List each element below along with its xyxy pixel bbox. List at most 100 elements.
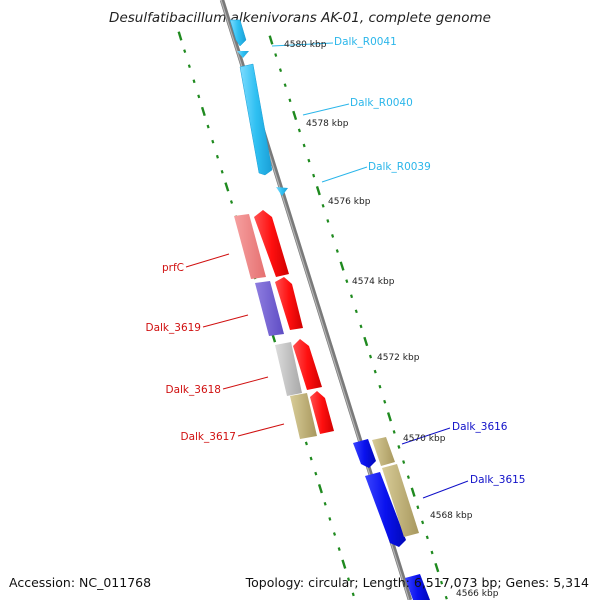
tick-mark bbox=[373, 369, 377, 374]
gene-dalk-r0041b[interactable] bbox=[237, 51, 249, 58]
tick-mark bbox=[368, 354, 373, 359]
kbp-scale: 4580 kbp 4578 kbp 4576 kbp 4574 kbp 4572… bbox=[284, 40, 499, 599]
tick-mark bbox=[386, 412, 392, 422]
tick-mark bbox=[183, 49, 187, 53]
leader-dalk-3618 bbox=[222, 376, 269, 390]
gene-dalk-3616[interactable] bbox=[353, 439, 376, 468]
label-prfc[interactable]: prfC bbox=[162, 262, 184, 274]
kbp-label: 4580 kbp bbox=[284, 40, 327, 50]
tick-mark bbox=[383, 399, 387, 404]
label-dalk-r0041[interactable]: Dalk_R0041 bbox=[334, 36, 397, 48]
label-dalk-3615[interactable]: Dalk_3615 bbox=[470, 474, 526, 486]
gene-dalk-r0041[interactable] bbox=[229, 19, 247, 47]
tick-mark bbox=[206, 124, 210, 129]
leader-dalk-3619 bbox=[202, 314, 249, 328]
tick-mark bbox=[197, 94, 201, 99]
tick-mark bbox=[278, 68, 283, 73]
tick-mark bbox=[177, 31, 183, 41]
tick-mark bbox=[200, 106, 206, 117]
tick-mark bbox=[332, 532, 337, 536]
genome-summary-text: Topology: circular; Length: 6,517,073 bp… bbox=[245, 575, 589, 590]
gene-dalk-3618-inner[interactable] bbox=[275, 342, 302, 396]
gene-dalk-3617-inner[interactable] bbox=[290, 393, 317, 439]
tick-mark bbox=[283, 83, 287, 88]
tick-mark bbox=[359, 324, 363, 329]
tick-mark bbox=[312, 173, 316, 178]
right-strand-features bbox=[372, 437, 419, 537]
tick-mark bbox=[317, 484, 323, 494]
kbp-label: 4566 kbp bbox=[456, 589, 499, 599]
rna-features bbox=[229, 19, 288, 196]
tick-mark bbox=[397, 445, 401, 449]
tick-mark bbox=[444, 595, 448, 600]
tick-mark bbox=[378, 384, 382, 389]
tick-mark bbox=[304, 441, 308, 446]
tick-mark bbox=[402, 460, 406, 464]
tick-mark bbox=[363, 336, 369, 347]
blue-strand-features bbox=[353, 439, 430, 600]
leader-dalk-3616 bbox=[401, 427, 451, 445]
left-strand-features bbox=[234, 214, 317, 439]
tick-mark bbox=[339, 261, 345, 271]
gene-prfc-inner[interactable] bbox=[234, 214, 266, 279]
gene-dalk-3615[interactable] bbox=[365, 472, 406, 547]
map-title: Desulfatibacillum alkenivorans AK-01, co… bbox=[109, 10, 491, 26]
tick-mark bbox=[354, 309, 358, 314]
leader-dalk-r0039 bbox=[321, 166, 368, 183]
tick-mark bbox=[323, 501, 327, 506]
tick-mark bbox=[288, 98, 292, 103]
tick-mark bbox=[297, 128, 301, 133]
gene-dalk-3619-inner[interactable] bbox=[255, 281, 284, 336]
tick-mark bbox=[421, 520, 425, 525]
tick-mark bbox=[406, 475, 410, 479]
kbp-label: 4568 kbp bbox=[430, 511, 473, 521]
gene-dalk-r0039[interactable] bbox=[276, 187, 288, 196]
label-dalk-3618[interactable]: Dalk_3618 bbox=[166, 384, 222, 396]
tick-mark bbox=[335, 249, 339, 253]
red-strand-features bbox=[254, 210, 334, 434]
tick-mark bbox=[292, 110, 298, 121]
gene-dalk-3614[interactable] bbox=[405, 574, 430, 600]
label-dalk-r0040[interactable]: Dalk_R0040 bbox=[350, 97, 413, 109]
leader-dalk-3617 bbox=[237, 423, 285, 437]
tick-track-right bbox=[268, 35, 448, 600]
tick-mark bbox=[307, 158, 311, 163]
gene-dalk-3615-outer[interactable] bbox=[382, 464, 419, 537]
tick-mark bbox=[351, 592, 355, 597]
gene-prfc[interactable] bbox=[254, 210, 289, 277]
tick-mark bbox=[434, 562, 440, 573]
leader-dalk-r0040 bbox=[302, 103, 350, 116]
label-dalk-3619[interactable]: Dalk_3619 bbox=[146, 322, 202, 334]
tick-mark bbox=[425, 535, 429, 540]
gene-dalk-r0040[interactable] bbox=[239, 63, 273, 176]
tick-mark bbox=[315, 186, 321, 196]
gene-dalk-3619[interactable] bbox=[275, 277, 303, 330]
tick-mark bbox=[215, 154, 219, 159]
tick-mark bbox=[192, 79, 196, 84]
gene-dalk-3618[interactable] bbox=[293, 339, 322, 390]
tick-mark bbox=[416, 505, 420, 510]
label-dalk-r0039[interactable]: Dalk_R0039 bbox=[368, 161, 431, 173]
tick-mark bbox=[229, 200, 234, 204]
tick-mark bbox=[341, 559, 347, 569]
tick-mark bbox=[302, 143, 306, 148]
kbp-label: 4574 kbp bbox=[352, 277, 395, 287]
accession-text: Accession: NC_011768 bbox=[9, 575, 151, 590]
label-dalk-3616[interactable]: Dalk_3616 bbox=[452, 421, 508, 433]
leader-dalk-3615 bbox=[422, 480, 469, 499]
tick-mark bbox=[321, 203, 325, 208]
kbp-label: 4578 kbp bbox=[306, 119, 349, 129]
tick-mark bbox=[314, 471, 318, 476]
tick-mark bbox=[392, 430, 396, 434]
tick-mark bbox=[440, 580, 444, 585]
gene-dalk-3617[interactable] bbox=[310, 391, 334, 434]
label-dalk-3617[interactable]: Dalk_3617 bbox=[181, 431, 237, 443]
tick-mark bbox=[309, 456, 313, 461]
tick-mark bbox=[187, 64, 191, 69]
tick-mark bbox=[350, 294, 354, 299]
tick-mark bbox=[326, 219, 330, 223]
gene-dalk-3616-outer[interactable] bbox=[372, 437, 395, 466]
tick-mark bbox=[220, 169, 224, 174]
